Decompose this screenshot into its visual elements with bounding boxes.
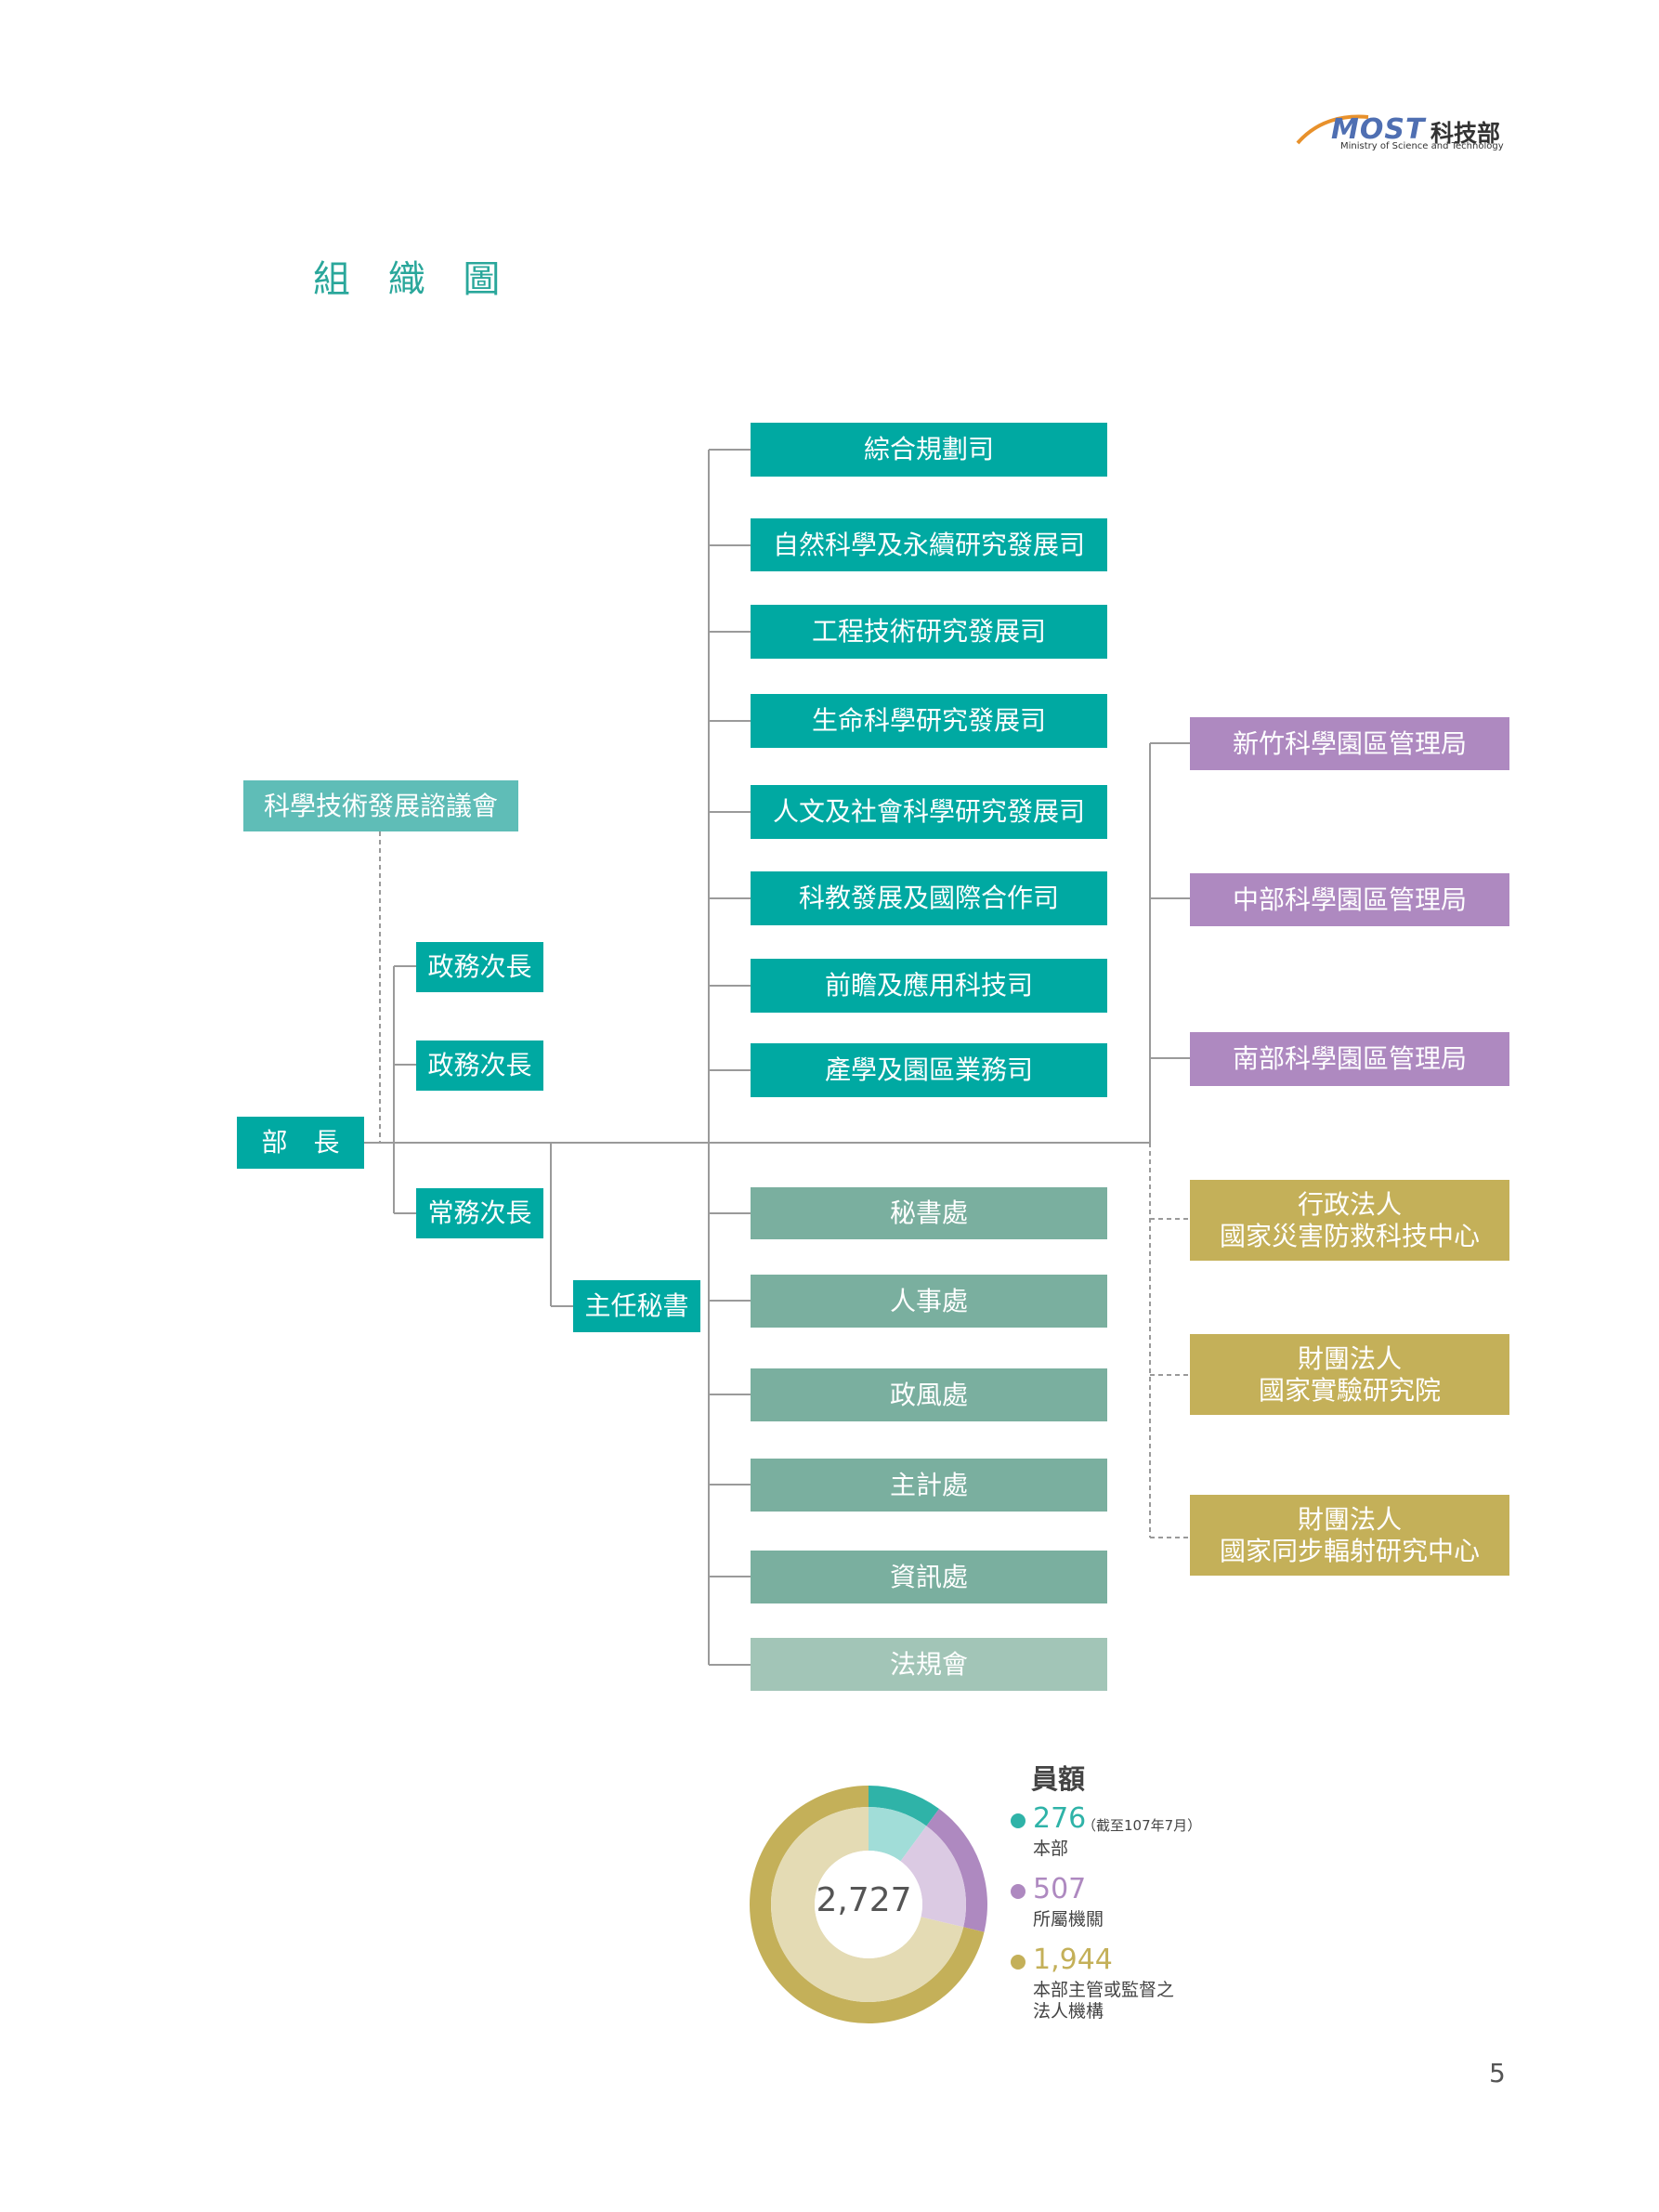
donut-slice-outer [926, 1809, 987, 1932]
donut-hole [815, 1851, 922, 1958]
donut-slice-inner [771, 1807, 964, 2002]
donut-slice-inner [900, 1826, 966, 1928]
department-box: 產學及園區業務司 [751, 1043, 1107, 1097]
legal-entity-type: 行政法人 [1297, 1188, 1402, 1220]
legal-entity-type: 財團法人 [1297, 1342, 1402, 1374]
donut-slice-outer [869, 1786, 940, 1826]
park-bureau-box: 新竹科學園區管理局 [1190, 717, 1509, 770]
legal-entity-name: 國家同步輻射研究中心 [1219, 1535, 1480, 1566]
legend-desc: 所屬機關 [1033, 1909, 1104, 1930]
deputy-minister-2: 政務次長 [416, 1041, 543, 1091]
most-logo: MOST 科技部 Ministry of Science and Technol… [1296, 110, 1509, 156]
office-box: 政風處 [751, 1368, 1107, 1421]
legend-desc: 本部主管或監督之 [1033, 1980, 1175, 2000]
office-box: 人事處 [751, 1275, 1107, 1328]
office-box: 法規會 [751, 1638, 1107, 1691]
minister-box: 部 長 [237, 1117, 364, 1169]
deputy-minister-1: 政務次長 [416, 942, 543, 992]
legend-desc: 本部 [1033, 1839, 1069, 1859]
logo-arc-icon [1296, 114, 1369, 145]
legend-dot [1011, 1813, 1025, 1828]
office-box: 資訊處 [751, 1551, 1107, 1603]
legend-value: 507 [1033, 1873, 1087, 1905]
department-box: 人文及社會科學研究發展司 [751, 785, 1107, 839]
legal-entity-name: 國家災害防救科技中心 [1219, 1220, 1480, 1251]
legend-value: 1,944 [1033, 1944, 1113, 1976]
legend-dot [1011, 1955, 1025, 1970]
council-box: 科學技術發展諮議會 [243, 780, 518, 831]
legal-entity-box: 行政法人 國家災害防救科技中心 [1190, 1180, 1509, 1261]
logo-subtitle: Ministry of Science and Technology [1340, 141, 1504, 151]
office-box: 主計處 [751, 1459, 1107, 1512]
chief-secretary-box: 主任秘書 [573, 1280, 700, 1332]
logo-text: MOST [1331, 113, 1426, 146]
legend-dot [1011, 1884, 1025, 1899]
department-box: 自然科學及永續研究發展司 [751, 518, 1107, 571]
legal-entity-box: 財團法人 國家實驗研究院 [1190, 1334, 1509, 1415]
staff-donut-chart [750, 1786, 987, 2023]
park-bureau-box: 中部科學園區管理局 [1190, 873, 1509, 926]
staff-title: 員額 [1031, 1763, 1086, 1795]
department-box: 科教發展及國際合作司 [751, 871, 1107, 925]
logo-cn: 科技部 [1430, 120, 1501, 147]
department-box: 工程技術研究發展司 [751, 605, 1107, 659]
page-number: 5 [1489, 2058, 1506, 2088]
legal-entity-box: 財團法人 國家同步輻射研究中心 [1190, 1495, 1509, 1576]
donut-total: 2,727 [816, 1881, 912, 1919]
department-box: 綜合規劃司 [751, 423, 1107, 477]
donut-slice-inner [869, 1807, 927, 1862]
legal-entity-type: 財團法人 [1297, 1503, 1402, 1535]
legend-desc: 法人機構 [1033, 2001, 1104, 2022]
legend-value: 276 [1033, 1802, 1087, 1835]
deputy-minister-admin: 常務次長 [416, 1188, 543, 1238]
department-box: 前瞻及應用科技司 [751, 959, 1107, 1013]
legal-entity-name: 國家實驗研究院 [1258, 1374, 1441, 1406]
office-box: 秘書處 [751, 1187, 1107, 1239]
page-title: 組 織 圖 [313, 258, 514, 301]
park-bureau-box: 南部科學園區管理局 [1190, 1032, 1509, 1086]
department-box: 生命科學研究發展司 [751, 694, 1107, 748]
legend-note: （截至107年7月） [1082, 1817, 1202, 1834]
